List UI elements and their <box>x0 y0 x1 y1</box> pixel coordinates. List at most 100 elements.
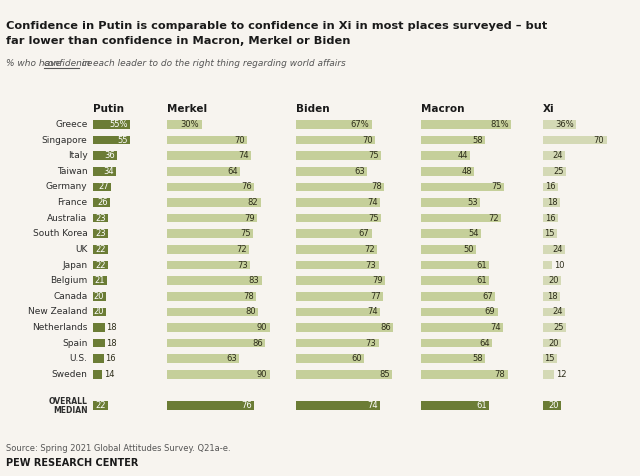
Text: 20: 20 <box>548 276 559 285</box>
Text: Taiwan: Taiwan <box>57 167 88 176</box>
Bar <box>168 292 256 300</box>
Bar <box>93 261 108 269</box>
Text: 12: 12 <box>556 370 566 379</box>
Text: 16: 16 <box>545 214 556 223</box>
Text: 86: 86 <box>380 323 391 332</box>
Bar <box>421 229 481 238</box>
Text: 18: 18 <box>107 323 117 332</box>
Text: 14: 14 <box>104 370 115 379</box>
Text: 90: 90 <box>257 370 268 379</box>
Bar <box>93 198 110 207</box>
Bar <box>296 136 375 144</box>
Text: 78: 78 <box>243 292 254 301</box>
Bar <box>421 370 508 379</box>
Bar <box>296 323 393 332</box>
Text: South Korea: South Korea <box>33 229 88 238</box>
Text: Merkel: Merkel <box>168 104 207 114</box>
Bar <box>296 183 384 191</box>
Text: 23: 23 <box>95 229 106 238</box>
Text: 81%: 81% <box>490 120 509 129</box>
Text: in each leader to do the right thing regarding world affairs: in each leader to do the right thing reg… <box>79 60 346 69</box>
Bar <box>543 277 561 285</box>
Bar <box>296 307 380 316</box>
Bar <box>168 245 249 254</box>
Text: 24: 24 <box>552 307 563 317</box>
Text: Putin: Putin <box>93 104 124 114</box>
Bar <box>296 292 383 300</box>
Text: 61: 61 <box>476 401 486 410</box>
Text: 76: 76 <box>241 182 252 191</box>
Text: OVERALL: OVERALL <box>49 397 88 406</box>
Text: 22: 22 <box>95 260 106 269</box>
Bar <box>93 136 130 144</box>
Text: 75: 75 <box>492 182 502 191</box>
Bar <box>543 339 561 347</box>
Text: 75: 75 <box>240 229 250 238</box>
Bar <box>543 151 565 160</box>
Bar <box>168 136 247 144</box>
Text: 22: 22 <box>95 401 106 410</box>
Text: 74: 74 <box>367 198 378 207</box>
Text: 79: 79 <box>244 214 255 223</box>
Bar <box>168 355 239 363</box>
Text: 90: 90 <box>257 323 268 332</box>
Text: 67: 67 <box>483 292 493 301</box>
Text: 64: 64 <box>227 167 238 176</box>
Bar <box>421 323 503 332</box>
Text: Japan: Japan <box>62 260 88 269</box>
Text: 26: 26 <box>97 198 108 207</box>
Bar <box>93 277 107 285</box>
Bar <box>543 401 561 410</box>
Text: Confidence in Putin is comparable to confidence in Xi in most places surveyed – : Confidence in Putin is comparable to con… <box>6 21 548 31</box>
Bar <box>93 307 106 316</box>
Text: Canada: Canada <box>53 292 88 301</box>
Bar <box>543 136 607 144</box>
Bar <box>421 307 497 316</box>
Text: 72: 72 <box>488 214 499 223</box>
Bar <box>168 277 262 285</box>
Bar <box>296 198 380 207</box>
Bar <box>421 214 501 222</box>
Text: Biden: Biden <box>296 104 329 114</box>
Text: 85: 85 <box>380 370 390 379</box>
Bar <box>543 245 565 254</box>
Bar <box>543 120 576 129</box>
Text: 82: 82 <box>248 198 259 207</box>
Text: 74: 74 <box>490 323 501 332</box>
Text: 48: 48 <box>461 167 472 176</box>
Text: 80: 80 <box>246 307 256 317</box>
Text: 75: 75 <box>368 214 379 223</box>
Bar <box>93 245 108 254</box>
Bar <box>93 355 104 363</box>
Text: Sweden: Sweden <box>51 370 88 379</box>
Text: Germany: Germany <box>46 182 88 191</box>
Text: Spain: Spain <box>62 338 88 347</box>
Bar <box>93 370 102 379</box>
Text: Netherlands: Netherlands <box>32 323 88 332</box>
Text: 76: 76 <box>241 401 252 410</box>
Text: 20: 20 <box>548 338 559 347</box>
Bar <box>421 292 495 300</box>
Text: 15: 15 <box>544 229 555 238</box>
Text: 44: 44 <box>457 151 468 160</box>
Text: Singapore: Singapore <box>42 136 88 145</box>
Text: 63: 63 <box>354 167 365 176</box>
Text: 61: 61 <box>476 260 486 269</box>
Bar <box>93 292 106 300</box>
Text: 54: 54 <box>468 229 479 238</box>
Bar <box>93 323 105 332</box>
Bar <box>543 198 559 207</box>
Text: 55%: 55% <box>109 120 128 129</box>
Bar <box>168 401 253 410</box>
Text: 78: 78 <box>371 182 382 191</box>
Text: Macron: Macron <box>421 104 465 114</box>
Text: 25: 25 <box>553 167 564 176</box>
Text: 74: 74 <box>367 401 378 410</box>
Bar <box>543 229 557 238</box>
Text: 16: 16 <box>545 182 556 191</box>
Text: 36%: 36% <box>555 120 573 129</box>
Bar <box>168 151 252 160</box>
Text: U.S.: U.S. <box>69 354 88 363</box>
Bar <box>296 245 378 254</box>
Text: 22: 22 <box>95 245 106 254</box>
